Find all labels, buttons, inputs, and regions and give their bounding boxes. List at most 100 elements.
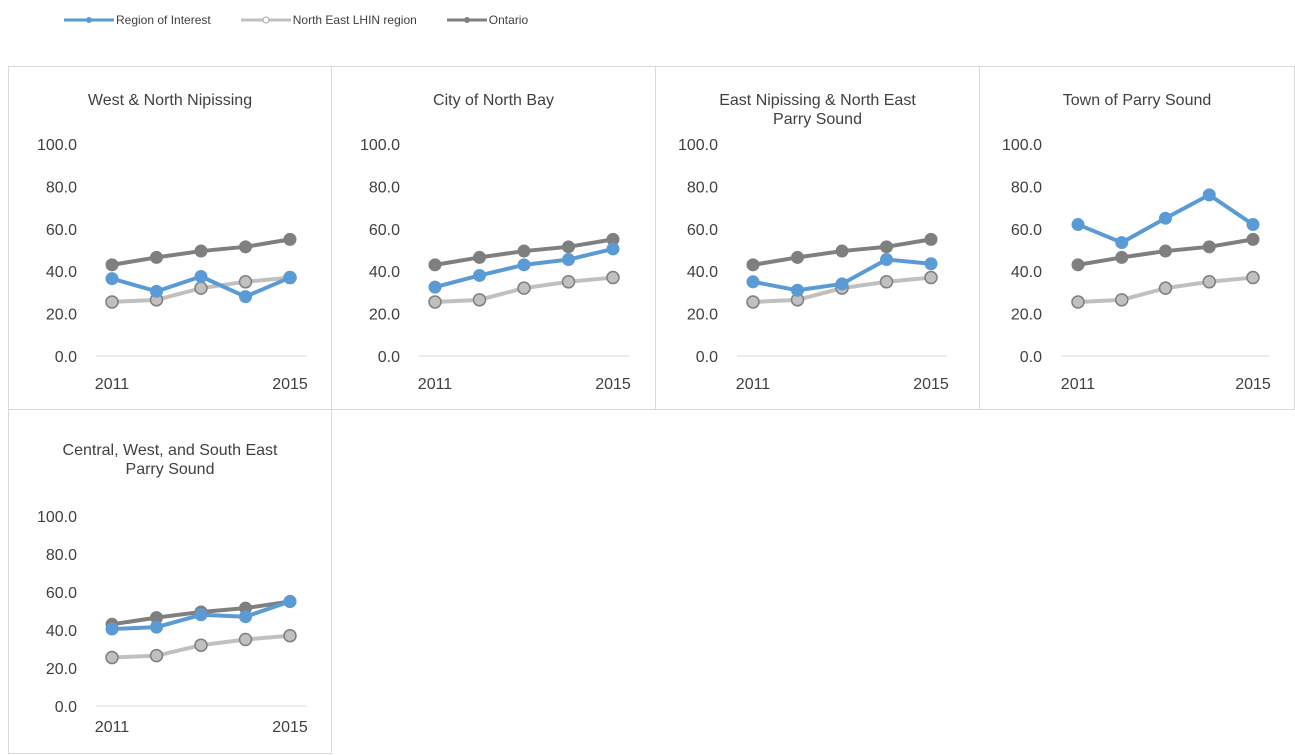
data-point-ontario <box>283 232 297 246</box>
data-point-north-east-lhin-region <box>561 275 576 289</box>
data-point-region-of-interest <box>1071 218 1085 232</box>
data-point-region-of-interest <box>473 268 486 282</box>
chart-panel-west-north-nipissing: West & North Nipissing 100.0 80.0 60.0 40.0… <box>8 66 332 410</box>
chart-panel-east-nipissing-north-east-parry-sound: East Nipissing & North East Parry Sound … <box>655 66 980 410</box>
data-point-region-of-interest <box>517 258 531 272</box>
y-tick-label: 60.0 <box>46 222 77 239</box>
data-point-ontario <box>746 258 760 272</box>
legend: Region of Interest North East LHIN regio… <box>64 10 558 30</box>
data-point-ontario <box>924 232 938 246</box>
data-point-ontario <box>1202 240 1216 254</box>
data-point-region-of-interest <box>150 620 163 634</box>
data-point-north-east-lhin-region <box>472 293 487 307</box>
data-point-region-of-interest <box>239 290 252 304</box>
x-tick-label: 2011 <box>1061 376 1096 393</box>
data-point-region-of-interest <box>835 277 849 291</box>
x-tick-label: 2015 <box>272 376 308 393</box>
data-point-ontario <box>562 240 575 254</box>
data-point-ontario <box>1159 244 1172 258</box>
data-point-region-of-interest <box>283 595 297 608</box>
chart-plot: 100.0 80.0 60.0 40.0 20.0 0.0 2011 2015 <box>360 137 631 393</box>
x-tick-label: 2015 <box>913 376 949 393</box>
x-tick-label: 2015 <box>272 719 308 736</box>
legend-item-north-east-lhin-region: North East LHIN region <box>240 13 417 27</box>
chart-plot: 100.0 80.0 60.0 40.0 20.0 0.0 2011 2015 <box>1002 137 1271 393</box>
data-point-ontario <box>835 244 849 258</box>
legend-label-region-of-interest: Region of Interest <box>116 13 211 27</box>
data-point-north-east-lhin-region <box>1246 270 1260 285</box>
data-point-north-east-lhin-region <box>517 281 531 295</box>
data-point-region-of-interest <box>239 610 252 624</box>
y-tick-label: 0.0 <box>55 699 77 716</box>
x-tick-label: 2011 <box>736 376 771 393</box>
y-tick-label: 20.0 <box>687 307 718 324</box>
data-point-north-east-lhin-region <box>1158 281 1173 295</box>
data-point-region-of-interest <box>194 608 208 622</box>
y-tick-label: 80.0 <box>369 179 400 196</box>
x-tick-label: 2011 <box>418 376 453 393</box>
y-tick-label: 0.0 <box>1020 349 1042 366</box>
data-point-region-of-interest <box>283 271 297 285</box>
data-point-north-east-lhin-region <box>105 650 119 665</box>
data-point-ontario <box>517 244 531 258</box>
chart-plot: 100.0 80.0 60.0 40.0 20.0 0.0 2011 2015 <box>37 137 308 393</box>
chart-plot: 100.0 80.0 60.0 40.0 20.0 0.0 2011 2015 <box>678 137 949 393</box>
data-point-north-east-lhin-region <box>924 270 938 285</box>
data-point-region-of-interest <box>150 284 163 298</box>
data-point-region-of-interest <box>1246 218 1260 232</box>
y-tick-label: 60.0 <box>687 222 718 239</box>
chart-title: City of North Bay <box>433 92 554 109</box>
y-tick-label: 60.0 <box>1011 222 1042 239</box>
legend-label-ontario: Ontario <box>488 13 529 27</box>
y-tick-label: 20.0 <box>46 661 77 678</box>
data-point-region-of-interest <box>880 253 893 267</box>
y-tick-label: 80.0 <box>46 179 77 196</box>
chart-plot: 100.0 80.0 60.0 40.0 20.0 0.0 2011 2015 <box>37 509 308 736</box>
y-tick-label: 40.0 <box>1011 264 1042 281</box>
chart-panel-city-of-north-bay: City of North Bay 100.0 80.0 60.0 40.0 20.0 0… <box>331 66 656 410</box>
data-point-region-of-interest <box>791 283 804 297</box>
data-point-region-of-interest <box>746 275 760 289</box>
legend-swatch-region-of-interest <box>64 17 114 23</box>
data-point-region-of-interest <box>105 272 119 286</box>
y-tick-label: 40.0 <box>46 623 77 640</box>
chart-title: Town of Parry Sound <box>1062 92 1212 109</box>
data-point-north-east-lhin-region <box>238 632 253 647</box>
data-point-north-east-lhin-region <box>746 295 760 309</box>
data-point-north-east-lhin-region <box>194 281 208 295</box>
data-point-region-of-interest <box>1202 188 1216 202</box>
y-tick-label: 100.0 <box>37 137 77 154</box>
legend-item-ontario: Ontario <box>446 13 529 27</box>
data-point-region-of-interest <box>105 622 119 636</box>
data-point-north-east-lhin-region <box>1071 295 1085 309</box>
data-point-ontario <box>105 258 119 272</box>
legend-swatch-north-east-lhin-region <box>240 16 291 24</box>
data-point-ontario <box>473 250 486 264</box>
data-point-ontario <box>239 240 252 254</box>
data-point-north-east-lhin-region <box>283 628 297 643</box>
data-point-region-of-interest <box>606 242 620 256</box>
y-tick-label: 40.0 <box>46 264 77 281</box>
data-point-region-of-interest <box>1115 236 1129 250</box>
chart-panel-central-west-south-east-parry-sound: Central, West, and South East Parry Soun… <box>8 409 332 754</box>
data-point-north-east-lhin-region <box>238 275 253 289</box>
y-tick-label: 20.0 <box>46 307 77 324</box>
y-tick-label: 100.0 <box>1002 137 1042 154</box>
data-point-region-of-interest <box>428 280 442 294</box>
data-point-ontario <box>1115 250 1129 264</box>
data-point-ontario <box>880 240 893 254</box>
y-tick-label: 0.0 <box>696 349 718 366</box>
data-point-region-of-interest <box>1159 211 1172 225</box>
data-point-region-of-interest <box>924 257 938 271</box>
data-point-ontario <box>791 250 804 264</box>
chart-title: West & North Nipissing <box>87 92 253 109</box>
data-point-region-of-interest <box>194 270 208 283</box>
y-tick-label: 100.0 <box>360 137 400 154</box>
chart-title: East Nipissing & North East Parry Sound <box>719 92 916 128</box>
data-point-north-east-lhin-region <box>1202 275 1216 289</box>
y-tick-label: 0.0 <box>378 349 400 366</box>
legend-swatch-ontario <box>446 17 487 23</box>
x-tick-label: 2015 <box>595 376 631 393</box>
y-tick-label: 0.0 <box>55 349 77 366</box>
y-tick-label: 20.0 <box>369 307 400 324</box>
